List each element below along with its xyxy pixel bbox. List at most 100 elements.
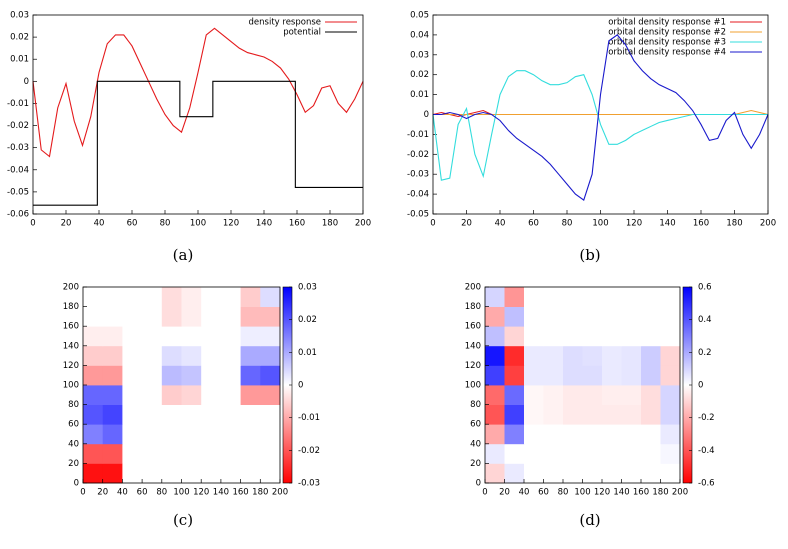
heat-cell — [563, 443, 583, 464]
heat-cell — [543, 443, 564, 464]
heat-cell — [582, 385, 603, 405]
heat-cell — [102, 287, 123, 307]
heat-cell — [142, 306, 163, 327]
heat-cell — [122, 424, 143, 445]
colorbar-tick-label: -0.01 — [298, 413, 320, 423]
heat-cell — [621, 326, 642, 347]
x-tick-label: 40 — [495, 219, 506, 229]
heat-cell — [201, 326, 222, 347]
heat-cell — [621, 424, 642, 445]
heat-cell — [142, 345, 163, 366]
heat-cell — [122, 443, 143, 464]
y-tick-label: 100 — [465, 381, 481, 391]
heat-cell — [220, 287, 241, 307]
heat-cell — [524, 326, 544, 347]
heat-cell — [260, 365, 281, 386]
heat-cell — [181, 463, 202, 484]
y-tick-label: 120 — [465, 361, 481, 371]
heat-cell — [181, 306, 202, 327]
x-tick-label: 160 — [693, 219, 709, 229]
heat-cell — [240, 365, 261, 386]
y-tick-label: -0.02 — [407, 150, 429, 160]
heat-cell — [161, 365, 182, 386]
y-tick-label: 20 — [68, 459, 79, 469]
heat-cell — [641, 345, 661, 366]
colorbar-tick-label: -0.4 — [698, 446, 715, 456]
heat-cell — [504, 463, 525, 484]
y-tick-label: 20 — [470, 459, 481, 469]
heat-cell — [181, 424, 202, 445]
x-tick-label: 120 — [223, 219, 239, 229]
x-tick-label: 60 — [538, 488, 549, 498]
y-tick-label: -0.05 — [407, 210, 429, 220]
heat-cell — [602, 443, 622, 464]
heat-cell — [161, 306, 182, 327]
heat-cell — [504, 306, 525, 327]
y-tick-label: 160 — [465, 322, 481, 332]
heat-cell — [660, 404, 681, 425]
y-tick-label: 80 — [68, 400, 79, 410]
heat-cell — [102, 404, 123, 425]
heat-cell — [181, 443, 202, 464]
x-tick-label: 100 — [574, 488, 590, 498]
heat-cell — [83, 365, 104, 386]
plot-frame — [82, 286, 281, 484]
x-tick-label: 100 — [190, 219, 206, 229]
heat-cell — [201, 424, 222, 445]
heat-cell — [485, 365, 505, 386]
x-tick-label: 20 — [461, 219, 472, 229]
x-tick-label: 160 — [232, 488, 248, 498]
y-tick-label: -0.01 — [407, 130, 429, 140]
heat-cell — [102, 443, 123, 464]
y-tick-label: -0.03 — [407, 170, 429, 180]
heat-cell — [602, 306, 622, 327]
heat-cell — [181, 326, 202, 347]
heat-cell — [181, 404, 202, 425]
heat-cell — [220, 424, 241, 445]
heat-cell — [201, 404, 222, 425]
plot-frame — [484, 286, 681, 484]
heat-cell — [102, 463, 123, 484]
heat-cell — [83, 463, 104, 484]
heat-cell — [621, 443, 642, 464]
heat-cell — [563, 463, 583, 484]
heat-cell — [660, 345, 681, 366]
heat-cell — [260, 404, 281, 425]
heat-cell — [660, 424, 681, 445]
heat-cell — [524, 404, 544, 425]
heat-cell — [485, 385, 505, 405]
heat-cell — [220, 463, 241, 484]
legend-label: orbital density response #2 — [608, 28, 726, 38]
x-tick-label: 60 — [127, 219, 138, 229]
heat-cell — [240, 463, 261, 484]
heat-cell — [220, 345, 241, 366]
plot-frame — [432, 14, 769, 215]
x-tick-label: 180 — [726, 219, 742, 229]
heat-cell — [142, 463, 163, 484]
legend-label: density response — [249, 18, 321, 28]
x-tick-label: 140 — [659, 219, 675, 229]
heat-cell — [563, 365, 583, 386]
y-tick-label: 0 — [24, 77, 29, 87]
heat-cell — [102, 326, 123, 347]
heat-cell — [563, 306, 583, 327]
heat-cell — [485, 326, 505, 347]
y-tick-label: 80 — [470, 400, 481, 410]
y-tick-label: 200 — [63, 283, 79, 293]
x-tick-label: 60 — [137, 488, 148, 498]
heat-cell — [543, 326, 564, 347]
x-tick-label: 0 — [30, 219, 35, 229]
heat-cell — [260, 443, 281, 464]
heat-cell — [641, 404, 661, 425]
plot-frame — [32, 14, 364, 215]
heat-cell — [641, 463, 661, 484]
heat-cell — [220, 306, 241, 327]
heat-cell — [220, 365, 241, 386]
heat-cell — [201, 365, 222, 386]
heat-cell — [260, 306, 281, 327]
heat-cell — [83, 306, 104, 327]
heat-cell — [122, 306, 143, 327]
colorbar-tick-label: -0.02 — [298, 446, 320, 456]
y-tick-label: 120 — [63, 361, 79, 371]
heat-cell — [660, 287, 681, 307]
